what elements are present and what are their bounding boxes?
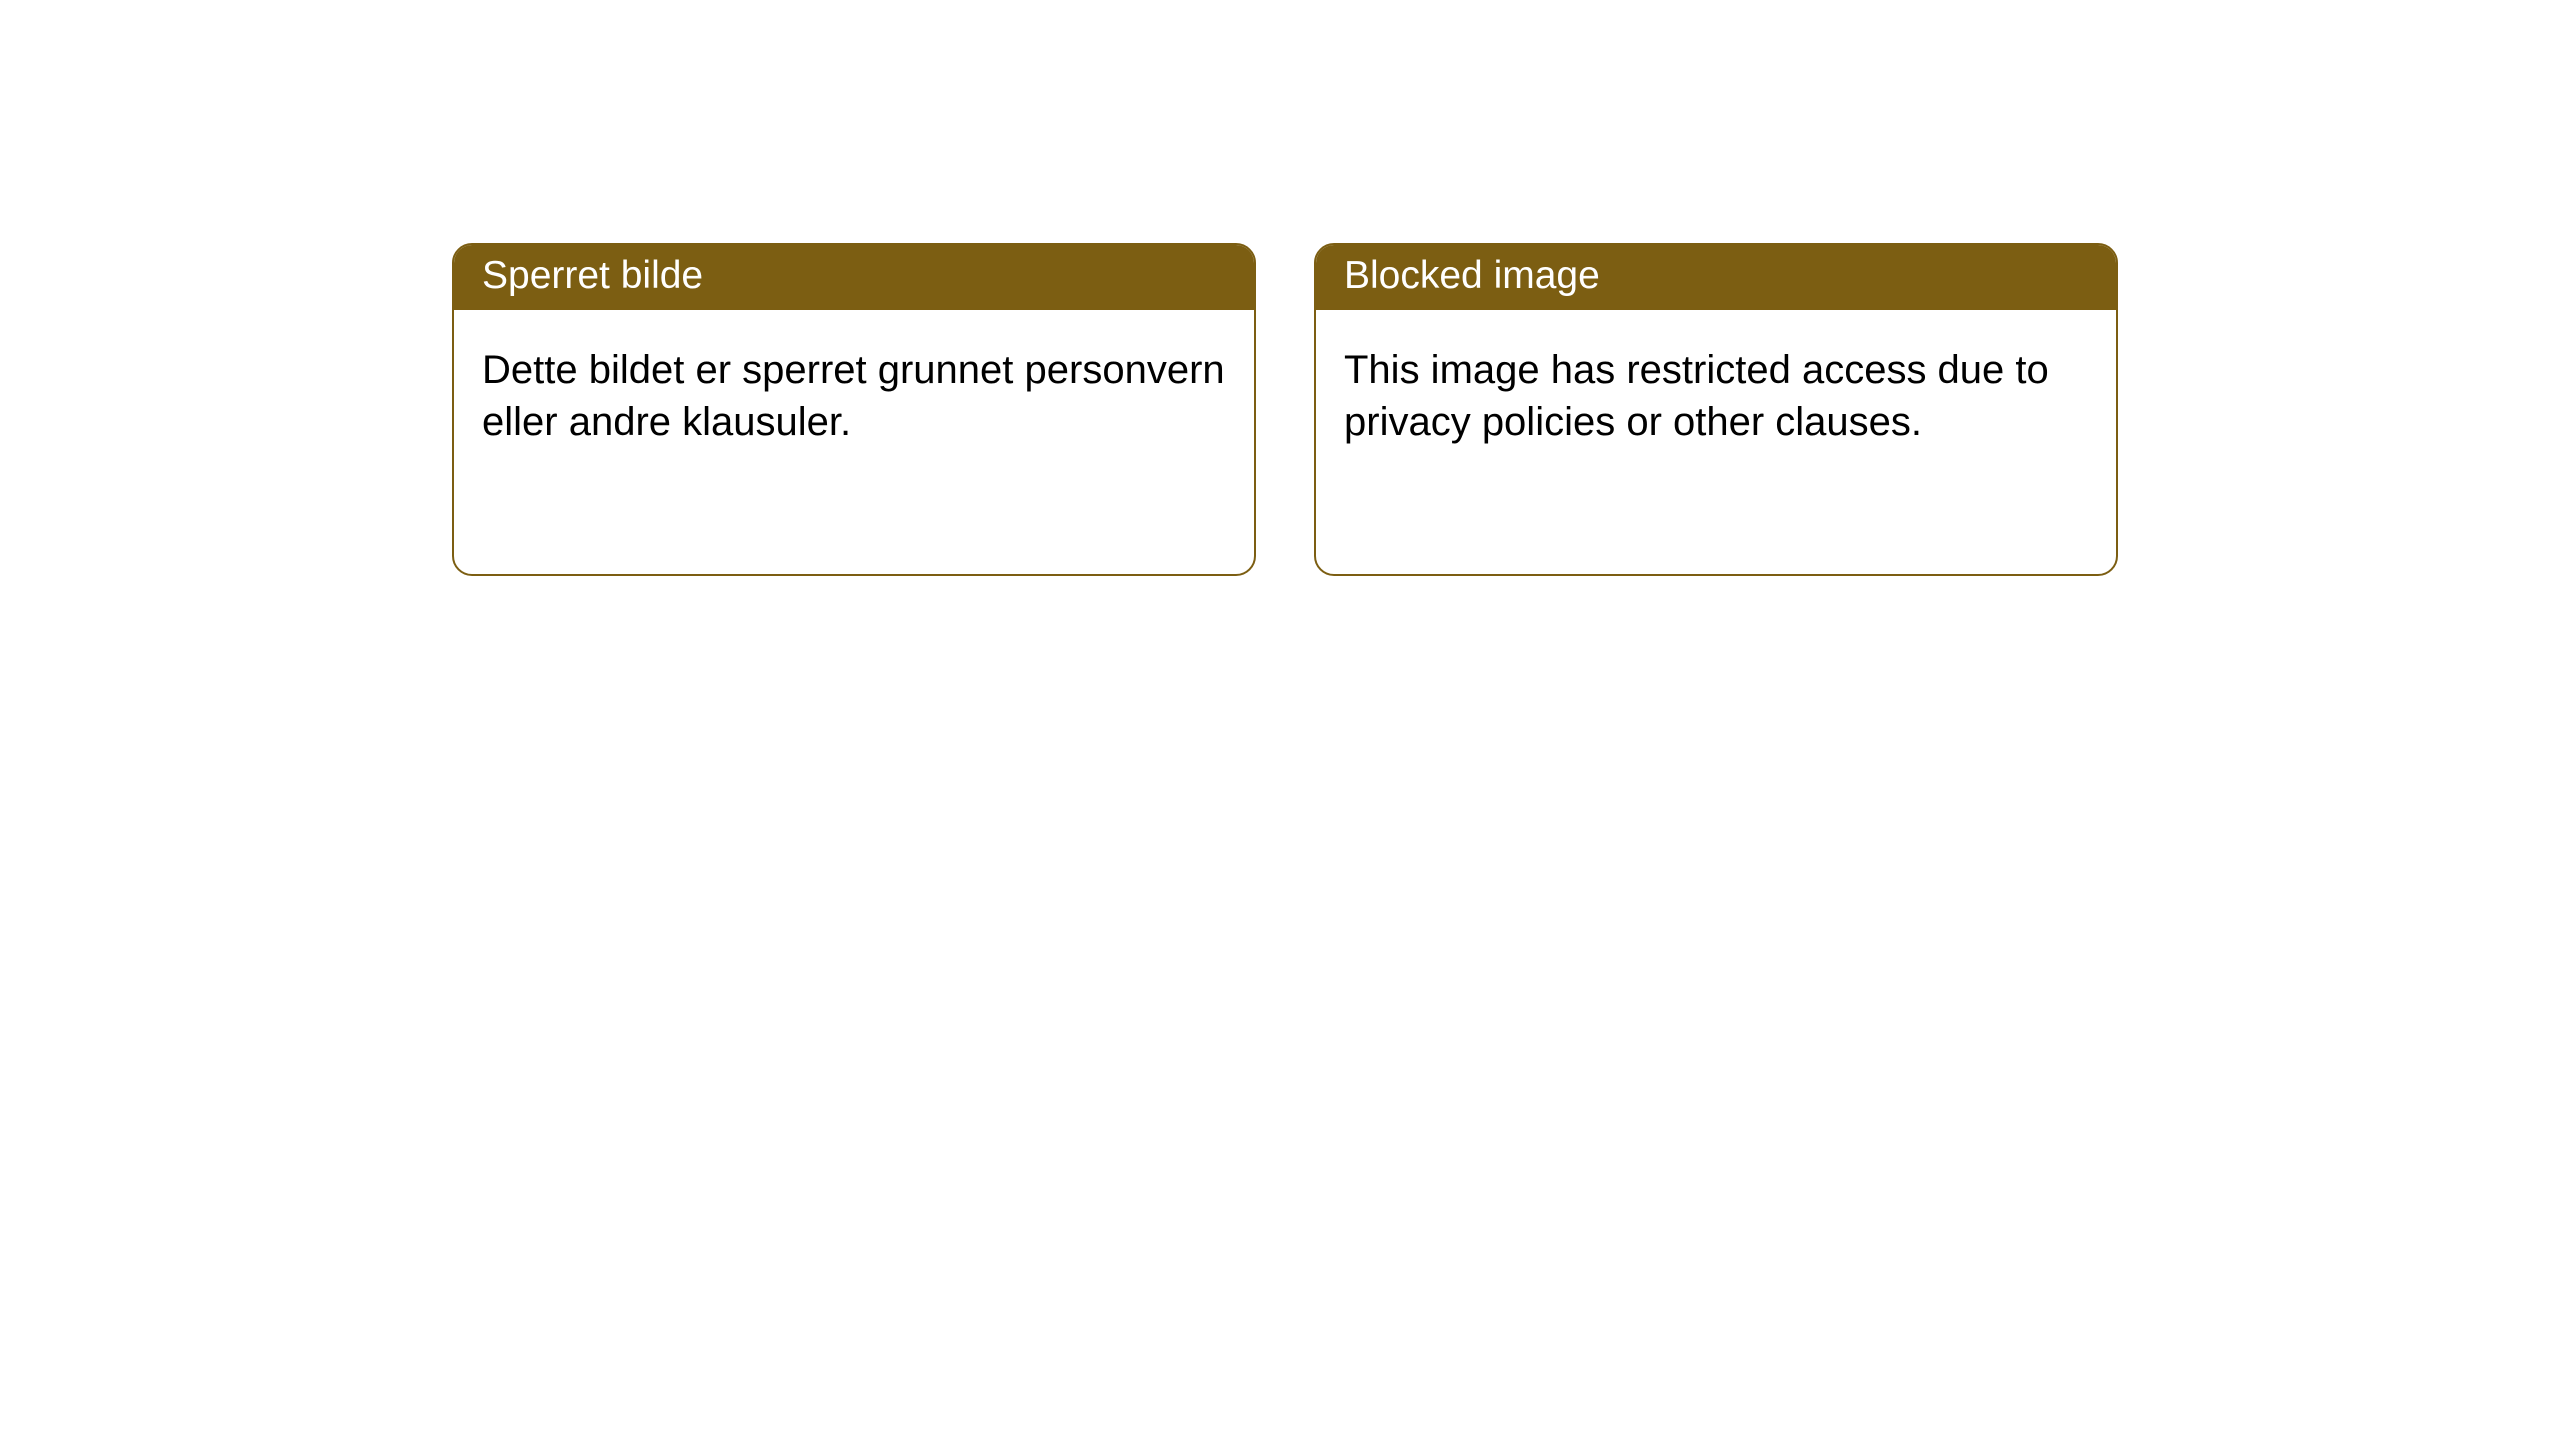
notice-container: Sperret bilde Dette bildet er sperret gr… — [0, 0, 2560, 576]
notice-body-norwegian: Dette bildet er sperret grunnet personve… — [454, 310, 1254, 482]
notice-body-english: This image has restricted access due to … — [1316, 310, 2116, 482]
notice-title-english: Blocked image — [1316, 245, 2116, 310]
notice-card-english: Blocked image This image has restricted … — [1314, 243, 2118, 576]
notice-title-norwegian: Sperret bilde — [454, 245, 1254, 310]
notice-card-norwegian: Sperret bilde Dette bildet er sperret gr… — [452, 243, 1256, 576]
